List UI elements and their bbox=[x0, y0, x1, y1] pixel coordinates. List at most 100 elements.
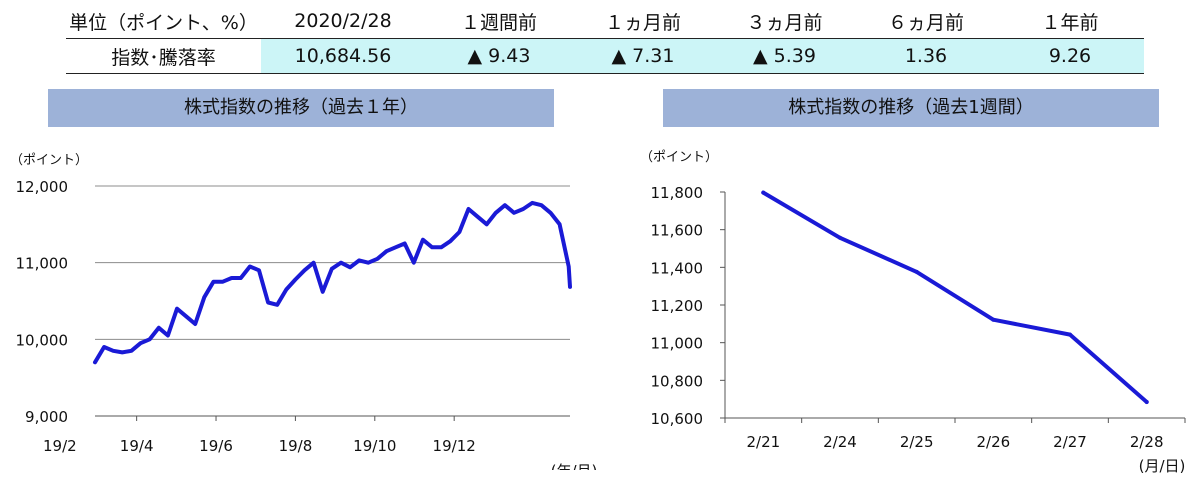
chart-1-xtick-label: 19/12 bbox=[433, 437, 476, 455]
chart-1-data-point bbox=[530, 201, 534, 205]
summary-value-6m: 1.36 bbox=[856, 38, 996, 74]
chart-2-ytick-label: 11,600 bbox=[651, 222, 704, 240]
chart-1-data-point bbox=[157, 326, 161, 330]
chart-2-data-point bbox=[838, 235, 842, 240]
summary-row-label: 指数･騰落率 bbox=[66, 38, 261, 74]
chart-2-xtick-label: 2/26 bbox=[976, 433, 1010, 451]
chart-2-ytick-label: 10,800 bbox=[651, 372, 704, 390]
chart-1-xtick-label: 19/6 bbox=[199, 437, 233, 455]
summary-table: 単位（ポイント、%） 2020/2/28 １週間前 １ヵ月前 ３ヵ月前 ６ヵ月前… bbox=[66, 4, 1144, 74]
chart-1-data-point bbox=[567, 265, 571, 268]
chart-2-title: 株式指数の推移（過去1週間） bbox=[663, 89, 1159, 127]
summary-header-row: 単位（ポイント、%） 2020/2/28 １週間前 １ヵ月前 ３ヵ月前 ６ヵ月前… bbox=[66, 4, 1144, 39]
chart-1-data-point bbox=[366, 261, 370, 265]
chart-1-data-point bbox=[568, 285, 572, 289]
chart-1-data-point bbox=[412, 261, 416, 265]
summary-header-1m: １ヵ月前 bbox=[573, 4, 713, 39]
chart-1-data-point bbox=[275, 303, 279, 307]
summary-header-3m: ３ヵ月前 bbox=[713, 4, 856, 39]
summary-header-6m: ６ヵ月前 bbox=[856, 4, 996, 39]
chart-1-data-point bbox=[211, 280, 215, 284]
chart-2-xlabel: (月/日) bbox=[1139, 457, 1186, 475]
chart-1-data-point bbox=[467, 207, 470, 211]
summary-header-1w: １週間前 bbox=[425, 4, 573, 39]
chart-1-data-point bbox=[375, 257, 379, 261]
chart-1-data-point bbox=[230, 276, 234, 280]
chart-2-xtick-label: 2/28 bbox=[1130, 433, 1164, 451]
chart-1-data-point bbox=[248, 265, 252, 268]
summary-value-1y: 9.26 bbox=[996, 38, 1144, 74]
chart-1-data-point bbox=[321, 290, 325, 294]
chart-2-ytick-label: 11,400 bbox=[651, 259, 704, 277]
chart-1-xtick-label: 19/8 bbox=[279, 437, 313, 455]
chart-1-data-point bbox=[129, 349, 133, 353]
summary-value-1w: ▲ 9.43 bbox=[425, 38, 573, 74]
chart-1-data-point bbox=[521, 207, 525, 211]
chart-1-ytick-label: 9,000 bbox=[25, 408, 68, 426]
chart-2-xtick-label: 2/27 bbox=[1053, 433, 1087, 451]
chart-1-ytick-label: 10,000 bbox=[16, 331, 69, 349]
chart-1-data-point bbox=[503, 203, 507, 207]
chart-2-data-point bbox=[991, 317, 996, 322]
chart-1-data-point bbox=[539, 203, 543, 207]
chart-2-xtick-label: 2/21 bbox=[746, 433, 780, 451]
chart-1-data-point bbox=[303, 268, 306, 272]
chart-1-data-point bbox=[403, 242, 407, 245]
chart-1-xtick-label: 19/4 bbox=[120, 437, 154, 455]
chart-1-data-point bbox=[221, 280, 224, 284]
chart-1-data-point bbox=[448, 239, 452, 243]
chart-1-data-point bbox=[175, 307, 179, 311]
chart-1-plot: （ポイント） 9,000 10,000 11,000 12,000 19/2 19/4 19/… bbox=[10, 153, 598, 470]
chart-1-data-point bbox=[494, 211, 498, 215]
chart-1-data-point bbox=[257, 268, 261, 272]
chart-1-data-point bbox=[284, 288, 288, 291]
chart-2-xtick-label: 2/25 bbox=[900, 433, 934, 451]
chart-1-data-point bbox=[485, 222, 489, 226]
chart-1-xtick-label: 19/10 bbox=[353, 437, 396, 455]
chart-1-data-point bbox=[394, 245, 398, 249]
chart-1-data-point bbox=[339, 261, 343, 265]
chart-1-data-point bbox=[202, 295, 206, 299]
chart-1-data-point bbox=[457, 230, 461, 234]
chart-1-data-point bbox=[102, 345, 106, 349]
summary-value-index: 10,684.56 bbox=[261, 38, 425, 74]
chart-2-xtick-label: 2/24 bbox=[823, 433, 857, 451]
chart-1-xtick-label: 19/2 bbox=[43, 437, 77, 455]
chart-2-plot: （ポイント） 10,600 10,800 11,000 11,200 11,400 11,6… bbox=[640, 150, 1186, 475]
chart-1-data-point bbox=[184, 314, 188, 318]
chart-1-data-point bbox=[312, 261, 316, 265]
summary-value-3m: ▲ 5.39 bbox=[713, 38, 856, 74]
chart-1-data-point bbox=[330, 267, 334, 271]
chart-1-data-point bbox=[166, 334, 170, 337]
chart-1-data-point bbox=[193, 322, 197, 326]
chart-1-data-point bbox=[239, 276, 243, 280]
chart-1-ytick-label: 12,000 bbox=[16, 178, 69, 196]
chart-1-xlabel: (年/月) bbox=[551, 462, 598, 470]
chart-2-data-point bbox=[1144, 400, 1149, 404]
chart-1-data-point bbox=[558, 222, 562, 226]
chart-1-data-point bbox=[266, 301, 270, 304]
chart-1-data-point bbox=[476, 215, 480, 219]
chart-2-series-line bbox=[761, 190, 1149, 404]
chart-1-data-point bbox=[348, 265, 352, 269]
chart-1-data-point bbox=[148, 337, 152, 341]
chart-1-data-point bbox=[111, 349, 115, 353]
chart-1-ylabel: （ポイント） bbox=[10, 153, 88, 168]
chart-1-data-point bbox=[430, 245, 434, 249]
chart-1-title: 株式指数の推移（過去１年） bbox=[48, 89, 554, 127]
chart-2-data-point bbox=[1068, 332, 1072, 337]
chart-1-data-point bbox=[293, 278, 297, 281]
chart-2-data-point bbox=[761, 190, 766, 195]
summary-header-unit: 単位（ポイント、%） bbox=[66, 4, 261, 39]
summary-header-date: 2020/2/28 bbox=[261, 4, 425, 39]
chart-1-data-point bbox=[93, 360, 97, 364]
chart-1-data-point bbox=[120, 350, 124, 354]
chart-2-data-point bbox=[914, 269, 919, 274]
chart-1-data-point bbox=[512, 211, 516, 215]
chart-2-ytick-label: 11,800 bbox=[651, 184, 704, 202]
summary-value-row: 指数･騰落率 10,684.56 ▲ 9.43 ▲ 7.31 ▲ 5.39 1.… bbox=[66, 38, 1144, 74]
chart-2-ytick-label: 10,600 bbox=[651, 410, 704, 428]
chart-1-data-point bbox=[385, 249, 388, 253]
chart-2-ytick-label: 11,200 bbox=[651, 297, 704, 315]
chart-2-ylabel: （ポイント） bbox=[640, 150, 718, 165]
